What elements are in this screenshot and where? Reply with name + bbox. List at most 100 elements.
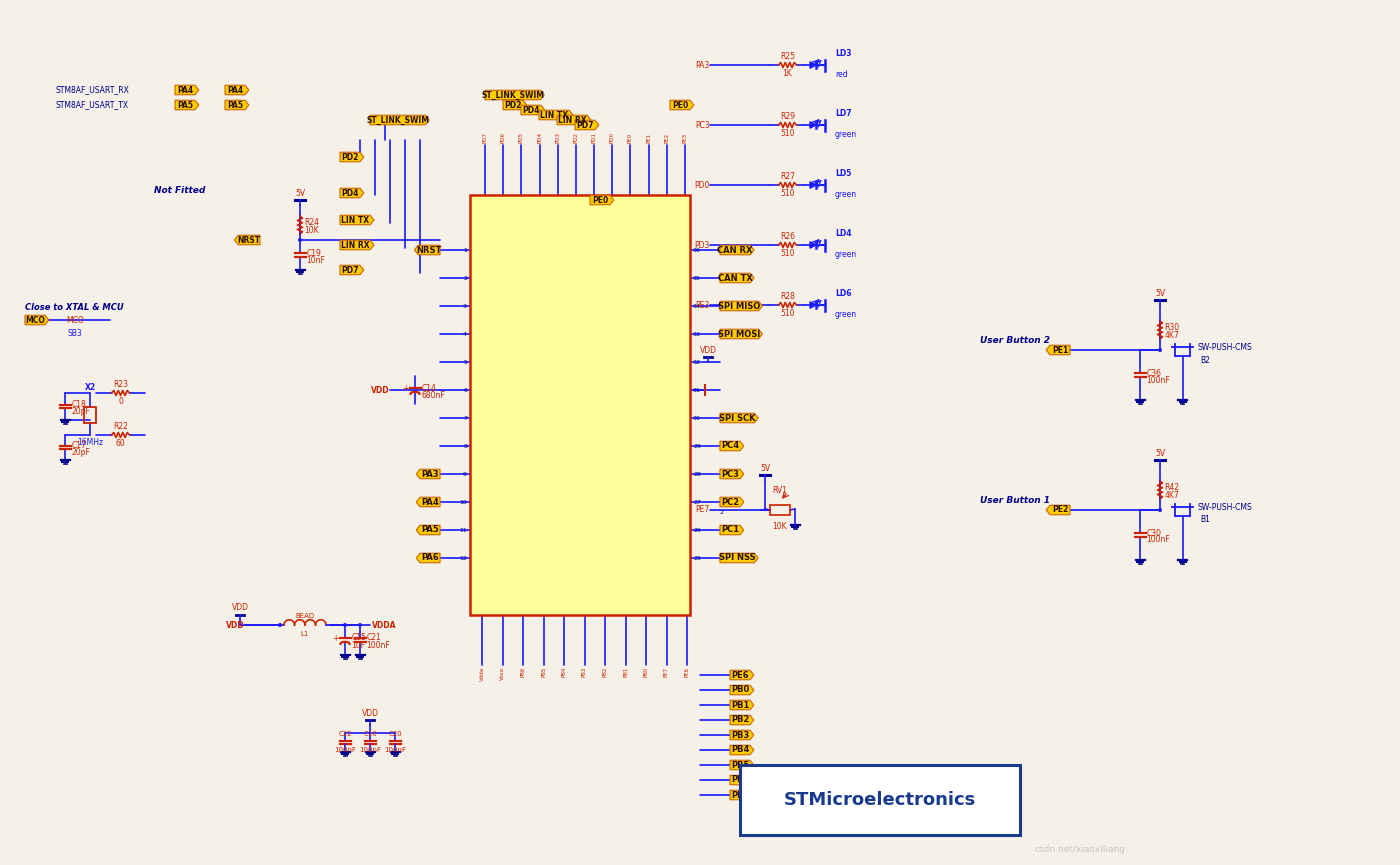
Text: 5: 5 bbox=[463, 360, 468, 364]
Text: 60: 60 bbox=[116, 439, 126, 448]
Text: SPI MOSI: SPI MOSI bbox=[718, 330, 760, 338]
Text: PE2: PE2 bbox=[1051, 505, 1068, 515]
Text: OSCIN/PA1: OSCIN/PA1 bbox=[475, 275, 507, 280]
Text: RV1: RV1 bbox=[773, 486, 787, 495]
Text: Vdda: Vdda bbox=[479, 667, 484, 682]
Text: Vddio_1: Vddio_1 bbox=[475, 443, 498, 449]
Text: PD7: PD7 bbox=[342, 266, 358, 274]
Text: PC2: PC2 bbox=[721, 497, 739, 507]
Text: CAN RX: CAN RX bbox=[662, 247, 686, 253]
Text: PB5: PB5 bbox=[540, 667, 546, 677]
Text: R23: R23 bbox=[113, 380, 127, 388]
Text: SPI_NSS: SPI_NSS bbox=[661, 555, 686, 561]
Polygon shape bbox=[729, 746, 753, 755]
Circle shape bbox=[1159, 349, 1162, 351]
Text: SPI NSS: SPI NSS bbox=[718, 554, 756, 562]
Text: User Button 2: User Button 2 bbox=[980, 336, 1050, 344]
Text: L1: L1 bbox=[301, 631, 309, 637]
Text: LD7: LD7 bbox=[834, 109, 851, 118]
Text: Vssa: Vssa bbox=[500, 667, 505, 680]
Text: C15: C15 bbox=[351, 633, 367, 643]
Text: BEAD: BEAD bbox=[295, 613, 315, 619]
Text: PD4: PD4 bbox=[342, 189, 358, 197]
Text: Vddio_2: Vddio_2 bbox=[661, 359, 686, 365]
Text: PA3: PA3 bbox=[475, 471, 486, 477]
Text: C16: C16 bbox=[363, 731, 377, 736]
Text: 26: 26 bbox=[693, 528, 701, 533]
Text: PA5: PA5 bbox=[421, 526, 438, 535]
Text: PC3: PC3 bbox=[673, 471, 686, 477]
Text: PD2: PD2 bbox=[574, 132, 578, 143]
Text: PE3: PE3 bbox=[696, 300, 710, 310]
Text: C14: C14 bbox=[421, 383, 437, 393]
Polygon shape bbox=[340, 240, 374, 250]
Text: C19: C19 bbox=[307, 248, 322, 258]
Text: PE0: PE0 bbox=[592, 195, 608, 204]
Text: 20pF: 20pF bbox=[71, 407, 91, 416]
Text: 510: 510 bbox=[780, 189, 795, 198]
Polygon shape bbox=[720, 273, 755, 283]
Polygon shape bbox=[720, 246, 755, 255]
Circle shape bbox=[279, 624, 281, 626]
Text: PE0: PE0 bbox=[672, 100, 689, 110]
Text: Vssio_2: Vssio_2 bbox=[662, 388, 686, 393]
Polygon shape bbox=[575, 120, 599, 130]
Text: R42: R42 bbox=[1165, 483, 1179, 491]
Text: green: green bbox=[834, 190, 857, 199]
Text: R27: R27 bbox=[780, 172, 795, 181]
Text: LD6: LD6 bbox=[834, 289, 851, 298]
Text: PD2: PD2 bbox=[342, 152, 358, 162]
Text: R26: R26 bbox=[780, 232, 795, 240]
FancyBboxPatch shape bbox=[470, 195, 690, 615]
Polygon shape bbox=[416, 554, 440, 563]
Text: VDD: VDD bbox=[700, 345, 717, 355]
Polygon shape bbox=[729, 760, 753, 770]
Text: VDD: VDD bbox=[371, 386, 391, 394]
Text: 36: 36 bbox=[693, 247, 701, 253]
Text: X2: X2 bbox=[84, 383, 95, 392]
Text: LD5: LD5 bbox=[834, 169, 851, 178]
Text: MCO: MCO bbox=[25, 316, 45, 324]
Text: 5V: 5V bbox=[1155, 448, 1165, 458]
Circle shape bbox=[344, 624, 346, 626]
Text: PA5: PA5 bbox=[227, 100, 244, 110]
Text: PC4: PC4 bbox=[721, 441, 739, 451]
Text: PE6: PE6 bbox=[731, 670, 749, 680]
Text: 1K: 1K bbox=[783, 69, 792, 78]
Text: PA6: PA6 bbox=[475, 555, 486, 561]
Text: PE7: PE7 bbox=[696, 505, 710, 515]
Text: 2: 2 bbox=[720, 510, 724, 516]
Text: 9: 9 bbox=[463, 471, 468, 477]
Text: B2: B2 bbox=[1200, 356, 1210, 364]
Text: PB1: PB1 bbox=[731, 701, 749, 709]
Text: C30: C30 bbox=[1147, 529, 1162, 537]
Text: SW-PUSH-CMS: SW-PUSH-CMS bbox=[1197, 343, 1252, 351]
Text: R22: R22 bbox=[113, 422, 127, 431]
Text: PE1: PE1 bbox=[647, 133, 651, 143]
Polygon shape bbox=[729, 685, 753, 695]
Bar bbox=[770, 505, 790, 515]
Text: 10K: 10K bbox=[305, 226, 319, 234]
Text: PE6: PE6 bbox=[685, 667, 689, 677]
Text: PA4: PA4 bbox=[227, 86, 244, 94]
Circle shape bbox=[358, 624, 361, 626]
Polygon shape bbox=[234, 235, 260, 245]
Polygon shape bbox=[340, 189, 364, 198]
Text: ST_LINK_SWIM: ST_LINK_SWIM bbox=[367, 115, 430, 125]
Text: PA4: PA4 bbox=[475, 499, 486, 504]
Text: R25: R25 bbox=[780, 52, 795, 61]
Text: Not Fitted: Not Fitted bbox=[154, 185, 206, 195]
Text: PA4: PA4 bbox=[176, 86, 193, 94]
Text: 10: 10 bbox=[459, 499, 468, 504]
Text: 5V: 5V bbox=[760, 464, 770, 472]
Text: PD4: PD4 bbox=[538, 132, 542, 143]
Text: 510: 510 bbox=[780, 309, 795, 318]
Circle shape bbox=[298, 239, 301, 241]
Text: PC4: PC4 bbox=[673, 444, 686, 448]
Text: Vssio_1: Vssio_1 bbox=[475, 331, 497, 336]
Text: PB2: PB2 bbox=[731, 715, 749, 725]
Polygon shape bbox=[25, 315, 49, 324]
Text: 0: 0 bbox=[118, 397, 123, 407]
Text: 4: 4 bbox=[463, 331, 468, 336]
Text: 5V: 5V bbox=[295, 189, 305, 197]
